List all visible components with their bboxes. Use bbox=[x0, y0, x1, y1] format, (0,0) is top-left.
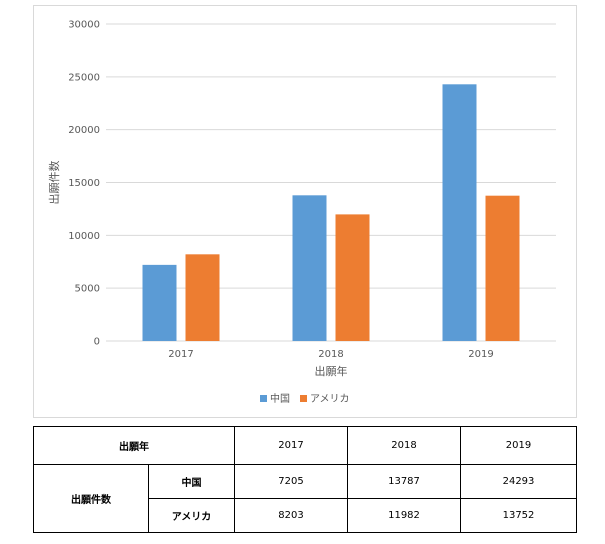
y-tick-label: 0 bbox=[94, 337, 100, 348]
x-tick-label: 2019 bbox=[468, 349, 493, 360]
x-tick-label: 2018 bbox=[318, 349, 343, 360]
table-row: 出願件数 中国 7205 13787 24293 bbox=[33, 464, 577, 533]
table-cell: 13787 bbox=[347, 464, 461, 499]
table-header-label: 出願年 bbox=[33, 426, 235, 465]
table-year-cell: 2017 bbox=[234, 426, 348, 465]
y-tick-labels: 0 5000 10000 15000 20000 25000 30000 bbox=[68, 20, 100, 348]
bar-usa-2017 bbox=[185, 254, 220, 341]
table-row-group-label: 出願件数 bbox=[33, 464, 149, 533]
y-tick-label: 15000 bbox=[68, 178, 100, 189]
y-tick-label: 25000 bbox=[68, 72, 100, 83]
table-cell: 11982 bbox=[347, 498, 461, 533]
bar-usa-2019 bbox=[485, 195, 520, 341]
chart-frame: 0 5000 10000 15000 20000 25000 30000 2017 2018 2… bbox=[33, 5, 577, 418]
x-tick-labels: 2017 2018 2019 bbox=[168, 349, 493, 360]
table-header-row: 出願年 2017 2018 2019 bbox=[33, 426, 577, 465]
y-tick-label: 30000 bbox=[68, 20, 100, 31]
bar-usa-2018 bbox=[335, 214, 370, 341]
table-cell: 7205 bbox=[234, 464, 348, 499]
legend-label-usa: アメリカ bbox=[310, 393, 350, 405]
legend-swatch-china bbox=[260, 395, 267, 402]
table-cell: 24293 bbox=[460, 464, 577, 499]
table-row-label: アメリカ bbox=[148, 498, 235, 533]
legend: 中国 アメリカ bbox=[260, 392, 350, 405]
y-axis-title: 出願件数 bbox=[47, 161, 61, 205]
table-cell: 13752 bbox=[460, 498, 577, 533]
bar-china-2019 bbox=[442, 84, 477, 342]
data-table: 出願年 2017 2018 2019 出願件数 中国 7205 13787 24… bbox=[33, 426, 577, 533]
table-row-label: 中国 bbox=[148, 464, 235, 499]
grid-lines bbox=[106, 23, 556, 342]
legend-label-china: 中国 bbox=[270, 392, 290, 405]
bars-group bbox=[142, 84, 520, 342]
legend-swatch-usa bbox=[300, 395, 307, 402]
bar-china-2017 bbox=[142, 264, 177, 341]
table-row: アメリカ 8203 11982 13752 bbox=[34, 498, 577, 533]
y-tick-label: 5000 bbox=[75, 284, 100, 295]
y-tick-label: 20000 bbox=[68, 125, 100, 136]
bar-china-2018 bbox=[292, 195, 327, 341]
x-axis-title: 出願年 bbox=[315, 364, 348, 378]
table-cell: 8203 bbox=[234, 498, 348, 533]
x-tick-label: 2017 bbox=[168, 349, 193, 360]
table-year-cell: 2018 bbox=[347, 426, 461, 465]
table-year-cell: 2019 bbox=[460, 426, 577, 465]
y-tick-label: 10000 bbox=[68, 231, 100, 242]
